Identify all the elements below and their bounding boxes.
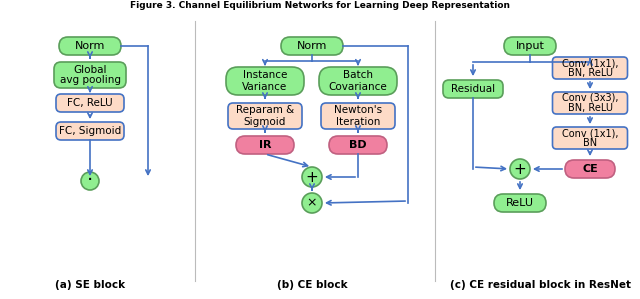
FancyBboxPatch shape bbox=[236, 136, 294, 154]
Text: Residual: Residual bbox=[451, 84, 495, 94]
Text: FC, ReLU: FC, ReLU bbox=[67, 98, 113, 108]
Text: Global: Global bbox=[73, 65, 107, 75]
Text: Variance: Variance bbox=[243, 82, 287, 92]
Text: FC, Sigmoid: FC, Sigmoid bbox=[59, 126, 121, 136]
FancyBboxPatch shape bbox=[443, 80, 503, 98]
Text: ×: × bbox=[307, 196, 317, 210]
Circle shape bbox=[302, 193, 322, 213]
Text: Conv (3x3),: Conv (3x3), bbox=[562, 93, 618, 103]
Text: ·: · bbox=[87, 172, 93, 190]
Text: (c) CE residual block in ResNet: (c) CE residual block in ResNet bbox=[449, 280, 630, 290]
Text: +: + bbox=[514, 161, 526, 176]
Circle shape bbox=[302, 167, 322, 187]
Text: Covariance: Covariance bbox=[328, 82, 387, 92]
FancyBboxPatch shape bbox=[228, 103, 302, 129]
FancyBboxPatch shape bbox=[494, 194, 546, 212]
Text: BD: BD bbox=[349, 140, 367, 150]
Text: ReLU: ReLU bbox=[506, 198, 534, 208]
Text: Reparam &: Reparam & bbox=[236, 105, 294, 115]
Text: Batch: Batch bbox=[343, 70, 373, 80]
Text: Sigmoid: Sigmoid bbox=[244, 117, 286, 127]
FancyBboxPatch shape bbox=[56, 122, 124, 140]
Text: Figure 3. Channel Equilibrium Networks for Learning Deep Representation: Figure 3. Channel Equilibrium Networks f… bbox=[130, 1, 510, 10]
Text: BN, ReLU: BN, ReLU bbox=[568, 68, 612, 78]
Text: +: + bbox=[306, 170, 318, 184]
FancyBboxPatch shape bbox=[552, 127, 627, 149]
Circle shape bbox=[510, 159, 530, 179]
Text: CE: CE bbox=[582, 164, 598, 174]
FancyBboxPatch shape bbox=[319, 67, 397, 95]
Text: Input: Input bbox=[516, 41, 545, 51]
FancyBboxPatch shape bbox=[565, 160, 615, 178]
Text: Newton's: Newton's bbox=[334, 105, 382, 115]
Text: Conv (1x1),: Conv (1x1), bbox=[562, 58, 618, 68]
FancyBboxPatch shape bbox=[59, 37, 121, 55]
Text: Norm: Norm bbox=[297, 41, 327, 51]
Text: BN: BN bbox=[583, 138, 597, 148]
FancyBboxPatch shape bbox=[552, 57, 627, 79]
FancyBboxPatch shape bbox=[329, 136, 387, 154]
Text: avg pooling: avg pooling bbox=[60, 75, 120, 85]
Text: Instance: Instance bbox=[243, 70, 287, 80]
FancyBboxPatch shape bbox=[226, 67, 304, 95]
Text: Norm: Norm bbox=[75, 41, 105, 51]
Text: IR: IR bbox=[259, 140, 271, 150]
Text: (b) CE block: (b) CE block bbox=[276, 280, 348, 290]
FancyBboxPatch shape bbox=[281, 37, 343, 55]
Text: (a) SE block: (a) SE block bbox=[55, 280, 125, 290]
FancyBboxPatch shape bbox=[321, 103, 395, 129]
Text: Iteration: Iteration bbox=[336, 117, 380, 127]
Text: Conv (1x1),: Conv (1x1), bbox=[562, 128, 618, 138]
Text: BN, ReLU: BN, ReLU bbox=[568, 103, 612, 113]
FancyBboxPatch shape bbox=[552, 92, 627, 114]
FancyBboxPatch shape bbox=[54, 62, 126, 88]
Circle shape bbox=[81, 172, 99, 190]
FancyBboxPatch shape bbox=[504, 37, 556, 55]
FancyBboxPatch shape bbox=[56, 94, 124, 112]
